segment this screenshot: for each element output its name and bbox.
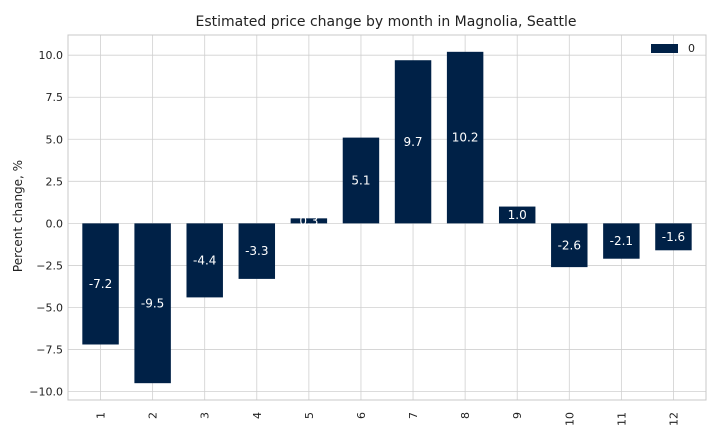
axes-frame bbox=[67, 34, 707, 401]
y-ticks: −10.0 −7.5 −5.0 −2.5 0.0 2.5 5.0 7.5 10.0 bbox=[29, 49, 63, 398]
y-tick-label: 0.0 bbox=[46, 217, 64, 230]
bar-value-label: 1.0 bbox=[508, 208, 527, 222]
bar bbox=[655, 223, 692, 251]
bar bbox=[394, 60, 432, 224]
x-tick-label: 9 bbox=[511, 412, 524, 419]
bar-labels: -7.2 -9.5 -4.4 -3.3 0.3 5.1 9.7 10.2 1.0 -2.6 -2.1… bbox=[89, 131, 685, 311]
bar bbox=[134, 223, 171, 384]
bar bbox=[603, 223, 640, 259]
bar bbox=[446, 51, 484, 224]
x-tick-label: 7 bbox=[407, 412, 420, 419]
legend-label: 0 bbox=[688, 42, 695, 55]
x-ticks: 1 2 3 4 5 6 7 8 9 10 11 12 bbox=[95, 412, 681, 426]
y-tick-label: 10.0 bbox=[39, 49, 64, 62]
bar bbox=[82, 223, 119, 345]
bar bbox=[186, 223, 223, 298]
x-tick-label: 12 bbox=[667, 412, 680, 426]
bar-value-label: -4.4 bbox=[193, 253, 216, 267]
bar bbox=[342, 137, 380, 224]
x-tick-label: 8 bbox=[459, 412, 472, 419]
x-tick-label: 11 bbox=[615, 412, 628, 426]
legend-swatch bbox=[651, 44, 678, 53]
y-tick-label: −2.5 bbox=[36, 259, 63, 272]
bar-value-label: 0.3 bbox=[299, 214, 318, 228]
x-tick-label: 5 bbox=[303, 412, 316, 419]
bar bbox=[551, 223, 588, 268]
y-tick-label: 2.5 bbox=[46, 175, 64, 188]
bar-value-label: 5.1 bbox=[351, 173, 370, 187]
bar-value-label: 10.2 bbox=[452, 131, 479, 145]
y-tick-label: −7.5 bbox=[36, 344, 63, 357]
y-tick-label: 5.0 bbox=[46, 133, 64, 146]
bar-value-label: -9.5 bbox=[141, 296, 164, 310]
bar-value-label: -2.1 bbox=[610, 234, 633, 248]
bar-value-label: 9.7 bbox=[403, 135, 422, 149]
y-tick-label: −10.0 bbox=[29, 386, 63, 399]
bar bbox=[290, 218, 328, 224]
x-tick-label: 6 bbox=[355, 412, 368, 419]
x-tick-label: 2 bbox=[147, 412, 160, 419]
bar bbox=[498, 206, 536, 224]
x-tick-label: 1 bbox=[95, 412, 108, 419]
bar bbox=[238, 223, 276, 279]
legend: 0 bbox=[651, 42, 695, 55]
bars bbox=[82, 51, 692, 384]
bar-value-label: -7.2 bbox=[89, 277, 112, 291]
bar-value-label: -3.3 bbox=[245, 244, 268, 258]
y-tick-label: −5.0 bbox=[36, 301, 63, 314]
x-tick-label: 10 bbox=[563, 412, 576, 426]
x-tick-label: 3 bbox=[199, 412, 212, 419]
y-axis-label: Percent change, % bbox=[11, 160, 25, 272]
x-tick-label: 4 bbox=[251, 412, 264, 419]
bar-value-label: -1.6 bbox=[662, 230, 685, 244]
y-tick-label: 7.5 bbox=[46, 91, 64, 104]
chart-title: Estimated price change by month in Magno… bbox=[196, 14, 577, 30]
bar-value-label: -2.6 bbox=[558, 238, 581, 252]
